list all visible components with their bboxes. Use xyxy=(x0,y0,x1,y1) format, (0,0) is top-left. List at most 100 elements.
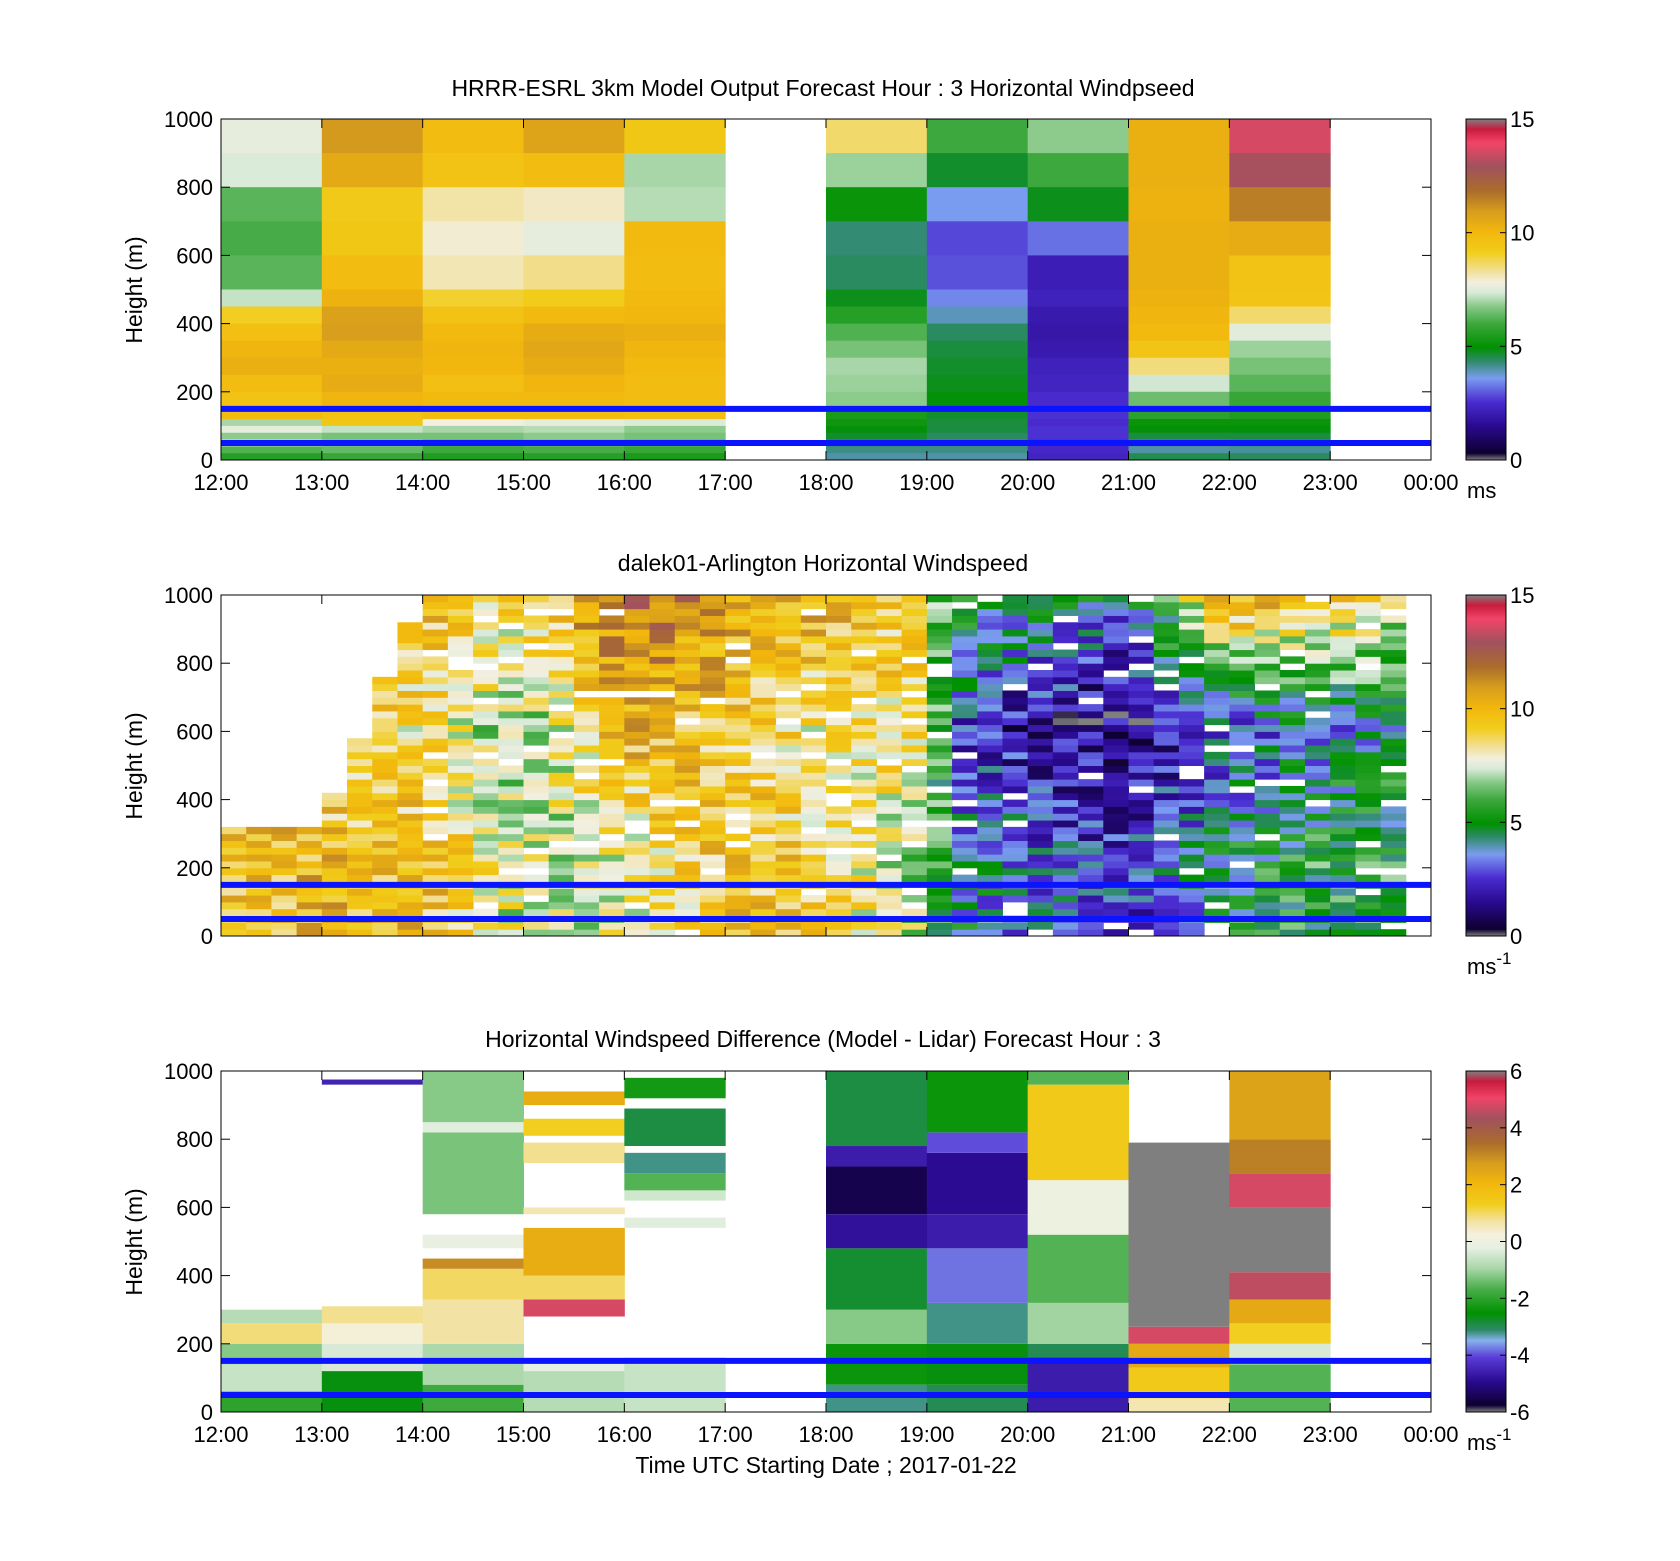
heatmap-cell xyxy=(1128,710,1155,719)
heatmap-cell xyxy=(523,704,550,712)
heatmap-cell xyxy=(1128,779,1155,787)
heatmap-cell xyxy=(952,608,978,616)
heatmap-cell xyxy=(1153,629,1180,637)
heatmap-cell xyxy=(473,826,499,835)
heatmap-cell xyxy=(725,731,751,739)
reference-lines xyxy=(221,881,1431,922)
heatmap-cell xyxy=(649,922,676,930)
heatmap-cell xyxy=(624,622,651,630)
heatmap-cell xyxy=(1178,854,1205,862)
heatmap-cell xyxy=(926,289,1029,308)
heatmap-cell xyxy=(851,867,877,876)
heatmap-cell xyxy=(775,642,802,651)
heatmap-cell xyxy=(573,615,600,623)
heatmap-cell xyxy=(800,895,827,903)
heatmap-cell xyxy=(1078,676,1104,685)
heatmap-cell xyxy=(246,860,272,869)
heatmap-cell xyxy=(699,765,726,773)
heatmap-cell xyxy=(674,765,701,773)
heatmap-cell xyxy=(1304,860,1331,869)
heatmap-cell xyxy=(397,690,424,698)
heatmap-cell xyxy=(1229,1071,1331,1140)
heatmap-cell xyxy=(548,738,575,746)
heatmap-cell xyxy=(1229,833,1256,842)
heatmap-cell xyxy=(498,772,524,780)
heatmap-cell xyxy=(599,670,625,678)
heatmap-cell xyxy=(1002,779,1029,787)
heatmap-cell xyxy=(321,908,348,917)
heatmap-cell xyxy=(271,901,298,910)
heatmap-cell xyxy=(372,697,398,705)
heatmap-cell xyxy=(699,806,726,814)
heatmap-cell xyxy=(1027,908,1054,917)
heatmap-cell xyxy=(1330,697,1356,705)
heatmap-cell xyxy=(1229,697,1256,705)
heatmap-cell xyxy=(221,453,323,461)
heatmap-cell xyxy=(1178,649,1205,657)
heatmap-cell xyxy=(523,1371,625,1412)
heatmap-cell xyxy=(977,765,1003,773)
heatmap-cell xyxy=(246,922,272,930)
heatmap-cell xyxy=(952,622,978,630)
heatmap-cell xyxy=(1279,745,1306,753)
x-tick-label: 19:00 xyxy=(899,1422,954,1447)
heatmap-cell xyxy=(397,697,424,705)
heatmap-cell xyxy=(1355,813,1382,821)
heatmap-cell xyxy=(624,1077,726,1099)
heatmap-cell xyxy=(750,635,777,644)
heatmap-cell xyxy=(1279,615,1306,623)
heatmap-cell xyxy=(296,826,323,835)
heatmap-cell xyxy=(750,758,777,766)
heatmap-cell xyxy=(1078,813,1104,821)
heatmap-cell xyxy=(1027,622,1054,630)
heatmap-cell xyxy=(473,676,499,685)
heatmap-cell xyxy=(1027,690,1054,698)
heatmap-cell xyxy=(1027,1302,1129,1344)
heatmap-cell xyxy=(1128,806,1155,814)
heatmap-cell xyxy=(926,119,1029,154)
heatmap-cell xyxy=(523,432,625,441)
heatmap-cell xyxy=(1153,676,1180,685)
heatmap-cell xyxy=(1279,751,1306,760)
heatmap-cell xyxy=(1355,629,1382,637)
heatmap-cell xyxy=(826,629,852,637)
heatmap-cell xyxy=(1027,595,1054,603)
heatmap-cell xyxy=(473,731,499,739)
heatmap-cell xyxy=(876,860,903,869)
heatmap-cell xyxy=(523,1275,625,1300)
heatmap-cell xyxy=(952,901,978,910)
heatmap-cell xyxy=(674,683,701,691)
heatmap-cell xyxy=(1052,895,1079,903)
heatmap-cell xyxy=(624,738,651,746)
heatmap-cell xyxy=(1128,731,1155,739)
heatmap-cell xyxy=(977,615,1003,623)
heatmap-cell xyxy=(1304,663,1331,671)
heatmap-cell xyxy=(1229,922,1256,930)
heatmap-cell xyxy=(926,799,953,807)
heatmap-cell xyxy=(221,1364,323,1392)
heatmap-cell xyxy=(1355,717,1382,726)
heatmap-cells xyxy=(221,119,1331,461)
heatmap-cell xyxy=(422,357,524,376)
heatmap-cell xyxy=(599,615,625,623)
heatmap-cell xyxy=(624,601,651,610)
heatmap-cell xyxy=(523,813,550,821)
heatmap-cell xyxy=(1380,901,1407,910)
heatmap-cell xyxy=(699,670,726,678)
heatmap-cell xyxy=(397,922,424,930)
heatmap-cell xyxy=(624,629,651,637)
heatmap-cell xyxy=(1103,683,1129,691)
heatmap-cell xyxy=(1204,806,1230,814)
heatmap-cell xyxy=(523,425,625,434)
heatmap-cell xyxy=(750,922,777,930)
heatmap-cell xyxy=(1355,908,1382,917)
heatmap-cell xyxy=(1027,357,1129,376)
heatmap-cell xyxy=(599,751,625,760)
heatmap-cell xyxy=(523,765,550,773)
heatmap-cell xyxy=(397,745,424,753)
heatmap-cell xyxy=(372,779,398,787)
heatmap-cell xyxy=(674,922,701,930)
heatmap-cell xyxy=(674,888,701,896)
heatmap-cell xyxy=(473,758,499,766)
heatmap-cell xyxy=(347,745,373,753)
